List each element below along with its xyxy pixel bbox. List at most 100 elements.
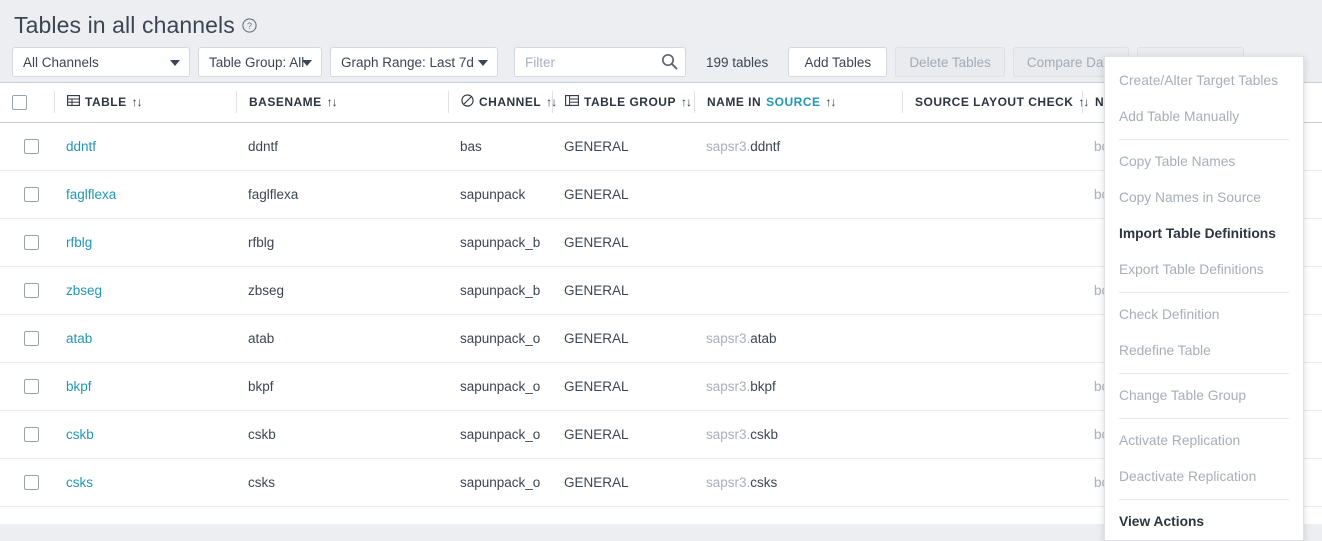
sort-icon[interactable]: ↑↓ [680, 95, 692, 110]
row-checkbox[interactable] [24, 426, 39, 442]
graph-range-select[interactable]: Graph Range: Last 7d [330, 47, 498, 77]
menu-item-import-table-definitions[interactable]: Import Table Definitions [1119, 226, 1276, 241]
table-link[interactable]: csks [66, 474, 93, 490]
table-link[interactable]: atab [66, 330, 93, 346]
cell-name-in-source [682, 218, 890, 267]
column-header-table-group[interactable]: TABLE GROUP ↑↓ [540, 83, 692, 123]
cell-table-group: GENERAL [540, 458, 682, 507]
menu-item-view-actions[interactable]: View Actions [1119, 514, 1205, 529]
cell-basename: ddntf [224, 122, 436, 171]
table-link[interactable]: cskb [66, 426, 94, 442]
cell-name-in-source: sapsr3.cskb [682, 410, 890, 459]
sort-icon[interactable]: ↑↓ [326, 95, 338, 110]
row-checkbox[interactable] [24, 138, 39, 154]
cell-table: cskb [42, 410, 224, 459]
cell-source-layout-check [890, 362, 1070, 411]
cell-channel: sapunpack_or [436, 410, 540, 459]
menu-item-export-table-definitions: Export Table Definitions [1119, 262, 1264, 277]
row-checkbox[interactable] [24, 186, 39, 202]
table-row[interactable]: atab atab sapunpack_or GENERAL sapsr3.atab [0, 314, 1322, 363]
source-prefix: sapsr3. [706, 138, 751, 154]
cell-table: faglflexa [42, 170, 224, 219]
chevron-down-icon [302, 60, 312, 66]
menu-item-change-table-group: Change Table Group [1119, 388, 1247, 403]
table-actions-menu: Create/Alter Target Tables Add Table Manu… [1104, 56, 1304, 541]
cell-basename: zbseg [224, 266, 436, 315]
menu-separator [1119, 499, 1289, 500]
table-group-select-value: Table Group: All [209, 54, 305, 70]
cell-table-group: GENERAL [540, 266, 682, 315]
cell-table-group: GENERAL [540, 314, 682, 363]
column-header-name-in-source-label: NAME IN [707, 95, 762, 110]
question-circle-icon[interactable]: ? [242, 18, 257, 33]
filter-input[interactable] [514, 47, 686, 77]
menu-item-add-table-manually: Add Table Manually [1119, 109, 1240, 124]
table-link[interactable]: bkpf [66, 378, 92, 394]
chevron-down-icon [170, 60, 180, 66]
column-header-channel[interactable]: CHANNEL ↑↓ [436, 83, 557, 123]
menu-item-create-alter-target-tables: Create/Alter Target Tables [1119, 73, 1279, 88]
graph-range-select-value: Graph Range: Last 7d [341, 54, 474, 70]
source-prefix: sapsr3. [706, 330, 751, 346]
filter-field-wrapper [514, 47, 686, 77]
column-header-table[interactable]: TABLE ↑↓ [42, 83, 224, 123]
table-row[interactable]: cskscskssapunpack_orGENERALsapsr3.csksbc… [0, 458, 1322, 507]
cell-channel: sapunpack_or [436, 314, 540, 363]
chevron-down-icon [478, 60, 488, 66]
source-name: ddntf [750, 138, 781, 154]
cell-table: atab [42, 314, 224, 363]
cell-table-group: GENERAL [540, 362, 682, 411]
row-checkbox[interactable] [24, 234, 39, 250]
column-header-name-in-source[interactable]: NAME IN SOURCE ↑↓ [682, 83, 890, 123]
menu-item-activate-replication: Activate Replication [1119, 433, 1241, 448]
column-header-channel-label: CHANNEL [479, 95, 542, 110]
cell-source-layout-check [890, 170, 1070, 219]
menu-separator [1119, 139, 1289, 140]
channel-select[interactable]: All Channels [12, 47, 190, 77]
cell-table-group: GENERAL [540, 410, 682, 459]
cell-table: ddntf [42, 122, 224, 171]
row-checkbox-cell [0, 266, 42, 315]
table-group-value: GENERAL [564, 234, 629, 250]
cell-basename: csks [224, 458, 436, 507]
delete-tables-button[interactable]: Delete Tables [895, 47, 1005, 77]
svg-text:?: ? [247, 21, 252, 31]
column-header-basename[interactable]: BASENAME ↑↓ [224, 83, 436, 123]
select-all-checkbox[interactable] [12, 94, 27, 110]
sort-icon[interactable]: ↑↓ [546, 95, 557, 110]
table-link[interactable]: ddntf [66, 138, 97, 154]
table-link[interactable]: zbseg [66, 282, 103, 298]
cell-table-group: GENERAL [540, 218, 682, 267]
sort-icon[interactable]: ↑↓ [131, 95, 143, 110]
table-link[interactable]: rfblg [66, 234, 93, 250]
table-link[interactable]: faglflexa [66, 186, 117, 202]
row-checkbox[interactable] [24, 474, 39, 490]
source-prefix: sapsr3. [706, 426, 751, 442]
source-prefix: sapsr3. [706, 474, 751, 490]
cell-table: zbseg [42, 266, 224, 315]
channel-value: sapunpack_bc [460, 282, 540, 298]
row-checkbox-cell [0, 362, 42, 411]
basename-value: rfblg [248, 234, 275, 250]
add-tables-button[interactable]: Add Tables [788, 47, 888, 77]
row-checkbox-cell [0, 458, 42, 507]
row-checkbox[interactable] [24, 330, 39, 346]
sort-icon[interactable]: ↑↓ [825, 95, 837, 110]
basename-value: ddntf [248, 138, 279, 154]
row-checkbox[interactable] [24, 378, 39, 394]
source-prefix: sapsr3. [706, 378, 751, 394]
cell-table: rfblg [42, 218, 224, 267]
row-checkbox-cell [0, 170, 42, 219]
cell-basename: atab [224, 314, 436, 363]
cell-name-in-source: sapsr3.csks [682, 458, 890, 507]
menu-item-redefine-table: Redefine Table [1119, 343, 1211, 358]
basename-value: bkpf [248, 378, 274, 394]
row-checkbox[interactable] [24, 282, 39, 298]
cell-table-group: GENERAL [540, 170, 682, 219]
page-title: Tables in all channels [14, 12, 235, 38]
channel-value: sapunpack_or [460, 330, 540, 346]
column-header-source-layout-check[interactable]: SOURCE LAYOUT CHECK ↑↓ [890, 83, 1089, 123]
table-group-select[interactable]: Table Group: All [198, 47, 322, 77]
sort-icon[interactable]: ↑↓ [1078, 95, 1089, 110]
